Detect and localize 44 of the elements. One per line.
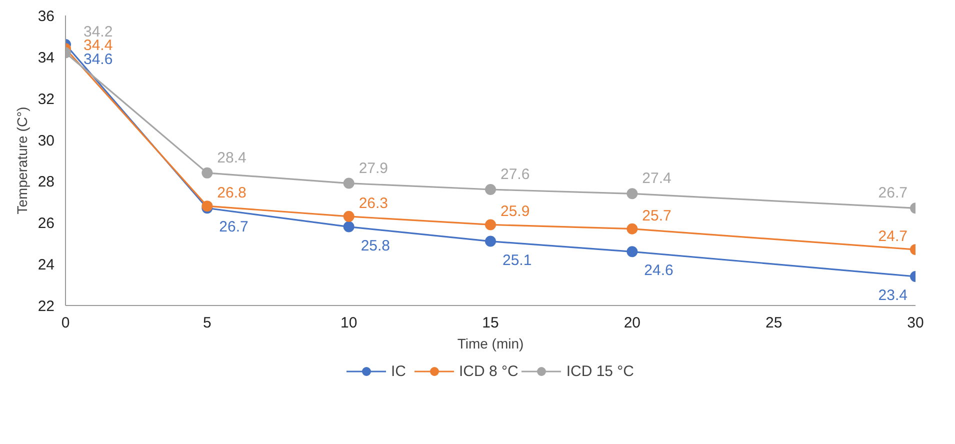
point bbox=[485, 236, 496, 247]
y-tick-label: 26 bbox=[38, 215, 55, 232]
legend-label: ICD 15 °C bbox=[566, 362, 634, 380]
y-tick-label: 32 bbox=[38, 90, 55, 108]
data-label: 28.4 bbox=[217, 149, 246, 166]
data-label: 27.4 bbox=[642, 170, 672, 188]
data-label: 25.9 bbox=[500, 203, 530, 220]
data-label: 24.7 bbox=[878, 228, 908, 246]
legend-label: ICD 8 °C bbox=[458, 362, 518, 380]
point bbox=[343, 210, 354, 222]
legend-label: IC bbox=[390, 362, 407, 380]
data-label: 25.8 bbox=[360, 237, 390, 254]
y-tick-label: 24 bbox=[38, 256, 55, 274]
point bbox=[626, 188, 638, 200]
x-tick-label: 15 bbox=[482, 314, 499, 332]
y-tick-label: 28 bbox=[38, 174, 55, 191]
data-label: 27.9 bbox=[358, 160, 388, 177]
point bbox=[626, 223, 638, 234]
data-label: 27.6 bbox=[500, 166, 530, 183]
x-tick-label: 20 bbox=[624, 314, 641, 332]
data-label: 26.8 bbox=[217, 184, 246, 202]
y-tick-label: 34 bbox=[38, 49, 55, 66]
y-axis-title: Temperature (C°) bbox=[14, 106, 30, 214]
y-tick-label: 22 bbox=[38, 298, 55, 315]
data-label: 26.7 bbox=[219, 218, 248, 236]
data-label: 26.7 bbox=[878, 184, 908, 202]
x-tick-label: 0 bbox=[61, 314, 70, 332]
point bbox=[626, 246, 638, 258]
x-tick-label: 5 bbox=[202, 314, 212, 332]
point bbox=[343, 178, 354, 189]
data-label: 24.6 bbox=[644, 262, 674, 280]
point bbox=[485, 219, 496, 230]
y-tick-label: 30 bbox=[38, 132, 55, 150]
data-label: 23.4 bbox=[878, 287, 908, 304]
x-axis-title: Time (min) bbox=[457, 336, 524, 352]
y-tick-label: 36 bbox=[38, 8, 55, 25]
data-label: 25.7 bbox=[642, 207, 672, 224]
x-tick-label: 30 bbox=[907, 314, 924, 332]
data-label: 25.1 bbox=[502, 252, 532, 269]
x-tick-label: 25 bbox=[765, 314, 782, 332]
data-label: 26.3 bbox=[358, 194, 388, 212]
x-tick-label: 10 bbox=[340, 314, 358, 332]
point bbox=[343, 221, 354, 232]
point bbox=[485, 184, 496, 195]
